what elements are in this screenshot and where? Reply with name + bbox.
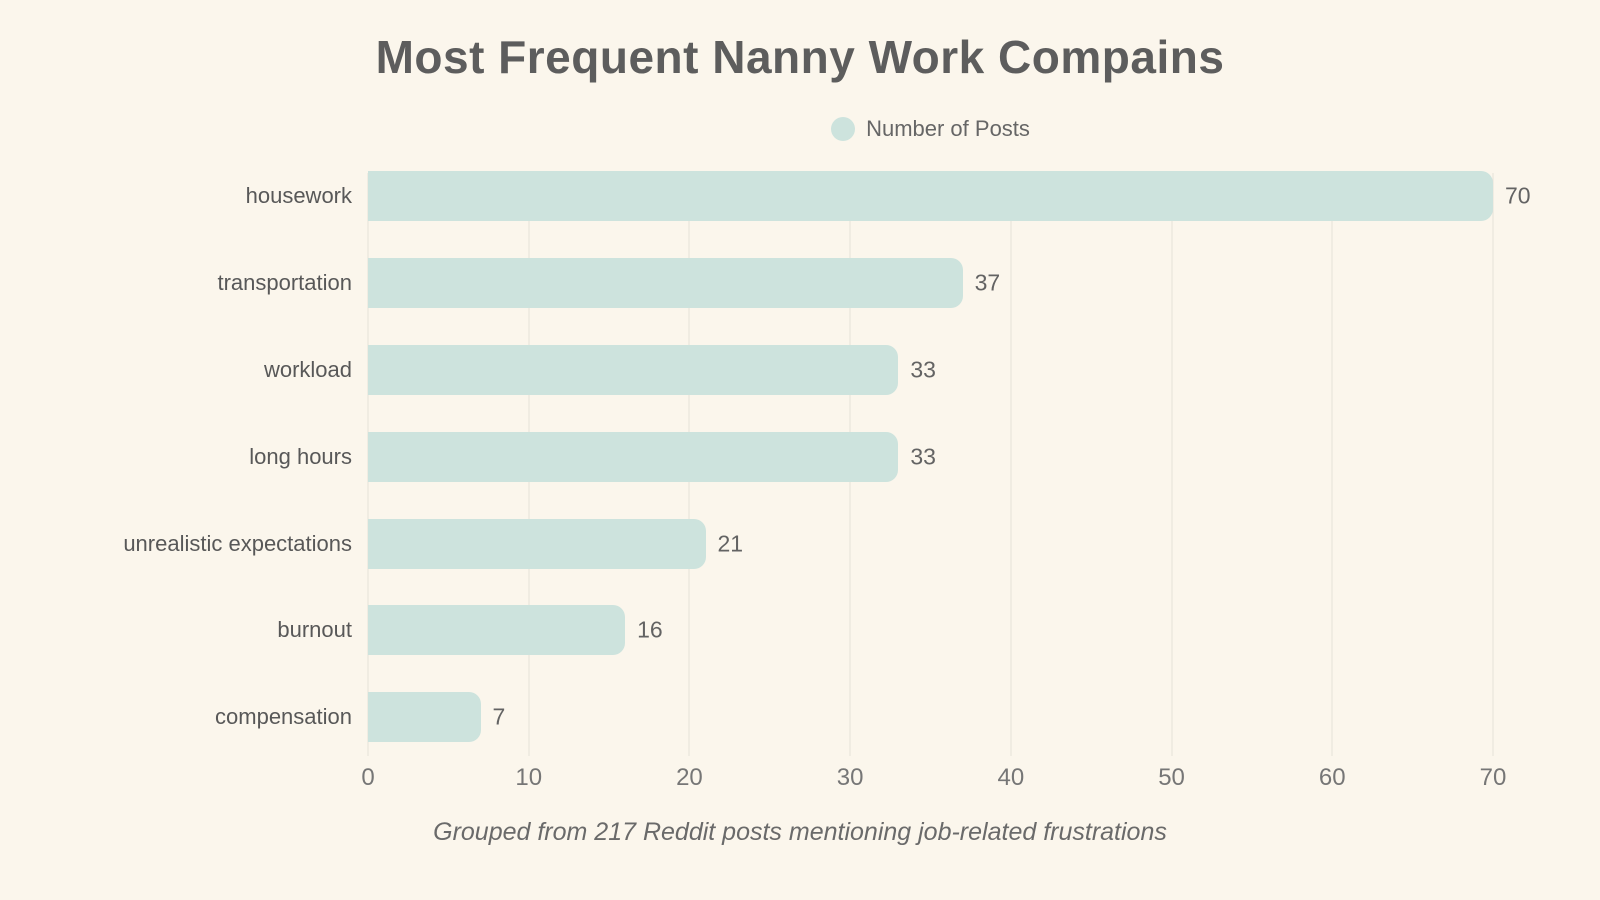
x-axis-tick-labels: 0 10 20 30 40 50 60 70 bbox=[361, 764, 1506, 794]
value-label: 21 bbox=[717, 530, 744, 557]
category-label: housework bbox=[245, 183, 352, 209]
bar[interactable] bbox=[368, 171, 1493, 222]
bar-row: unrealistic expectations 21 bbox=[123, 500, 1493, 587]
x-tick-label: 70 bbox=[1479, 764, 1507, 791]
bar-row: transportation 37 bbox=[217, 240, 1493, 327]
bar-rows: housework 70 transportation 37 workload 33 lon… bbox=[123, 153, 1531, 761]
x-tick-label: 50 bbox=[1158, 764, 1185, 791]
bar[interactable] bbox=[368, 344, 899, 395]
value-label: 70 bbox=[1505, 182, 1531, 209]
legend[interactable]: Number of Posts bbox=[368, 116, 1493, 142]
category-label: unrealistic expectations bbox=[123, 530, 352, 556]
category-label: long hours bbox=[249, 443, 352, 469]
value-label: 33 bbox=[910, 356, 936, 383]
legend-marker-icon bbox=[831, 117, 856, 141]
x-tick-label: 30 bbox=[836, 764, 864, 791]
bar[interactable] bbox=[368, 518, 706, 569]
bar-row: long hours 33 bbox=[249, 413, 1493, 500]
bar[interactable] bbox=[368, 431, 899, 482]
category-label: compensation bbox=[215, 704, 352, 730]
bar-row: burnout 16 bbox=[277, 587, 1493, 674]
bar-row: compensation 7 bbox=[215, 674, 1493, 761]
value-label: 16 bbox=[637, 616, 663, 643]
x-tick-label: 20 bbox=[676, 764, 703, 791]
x-tick-label: 0 bbox=[361, 764, 375, 791]
plot-area: housework 70 transportation 37 workload 33 lon… bbox=[123, 153, 1531, 761]
bar[interactable] bbox=[368, 258, 963, 309]
category-label: burnout bbox=[277, 617, 352, 643]
legend-label: Number of Posts bbox=[866, 116, 1030, 141]
value-label: 33 bbox=[910, 443, 936, 470]
chart-subtitle: Grouped from 217 Reddit posts mentioning… bbox=[433, 818, 1167, 846]
bar-row: housework 70 bbox=[246, 153, 1531, 240]
x-tick-label: 40 bbox=[997, 764, 1025, 791]
bar[interactable] bbox=[368, 692, 481, 743]
bar[interactable] bbox=[368, 605, 626, 656]
chart-title: Most Frequent Nanny Work Compains bbox=[375, 31, 1225, 83]
x-tick-label: 10 bbox=[515, 764, 543, 791]
x-tick-label: 60 bbox=[1318, 764, 1346, 791]
bar-row: workload 33 bbox=[264, 327, 1493, 414]
category-label: transportation bbox=[217, 270, 352, 296]
value-label: 7 bbox=[492, 703, 506, 730]
value-label: 37 bbox=[974, 269, 1001, 296]
category-label: workload bbox=[263, 356, 352, 382]
